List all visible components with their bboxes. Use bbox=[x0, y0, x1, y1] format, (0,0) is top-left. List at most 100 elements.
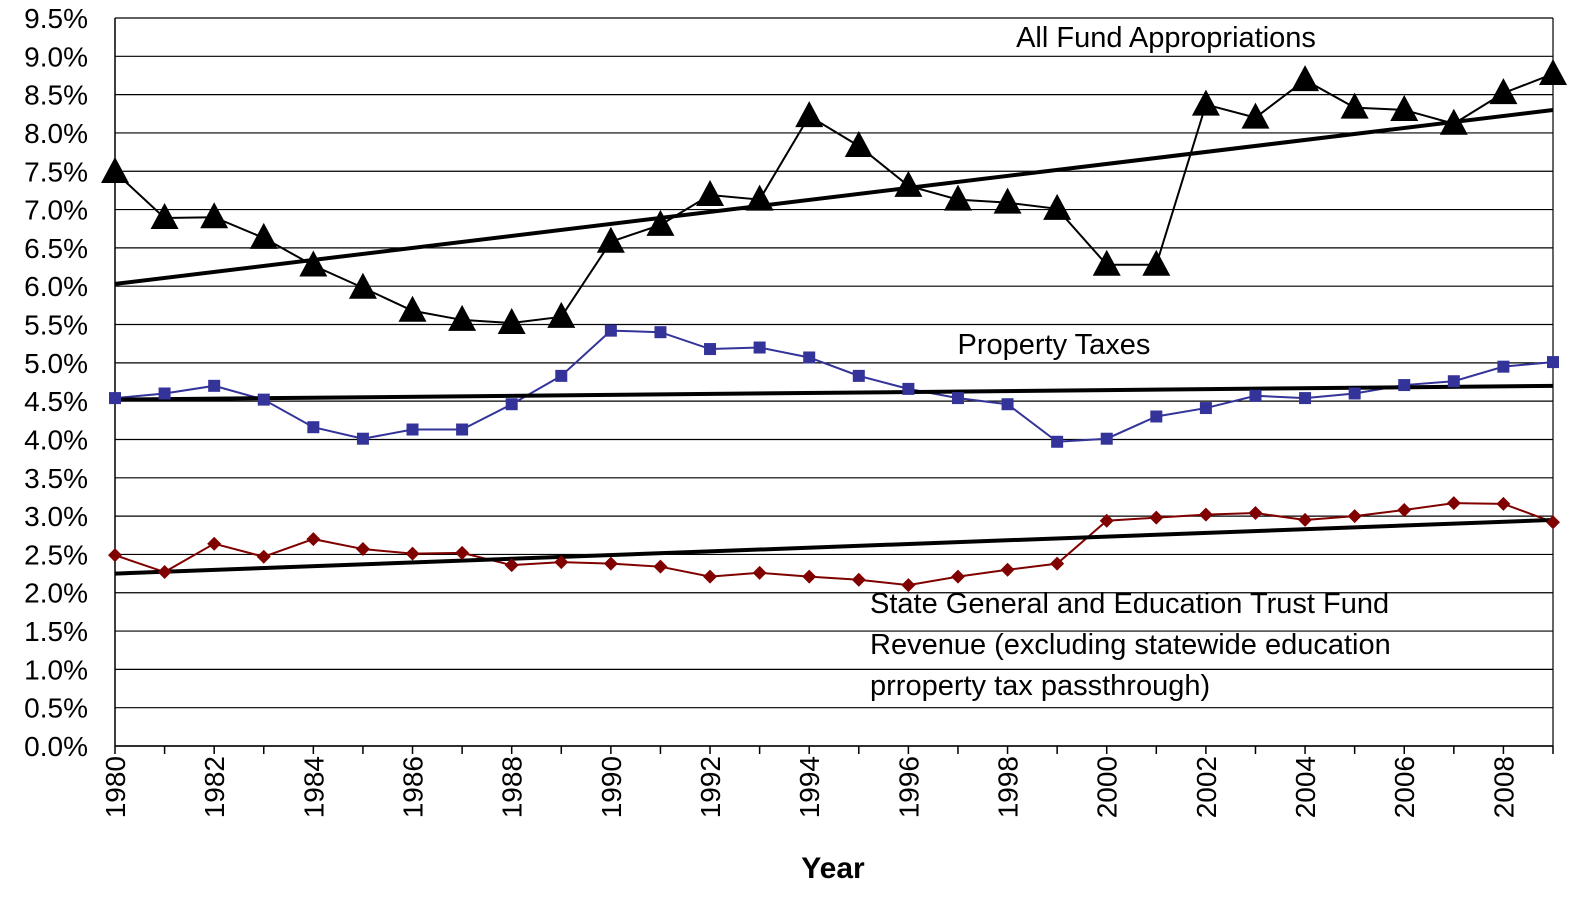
data-point bbox=[851, 572, 866, 587]
data-point bbox=[1249, 389, 1262, 402]
x-tick-label: 1994 bbox=[794, 756, 825, 818]
y-tick-label: 4.0% bbox=[24, 424, 88, 455]
data-point bbox=[704, 343, 717, 356]
trend-line bbox=[114, 517, 1554, 576]
trend-line bbox=[114, 383, 1554, 402]
data-point bbox=[455, 545, 470, 560]
data-point bbox=[497, 307, 526, 334]
data-point bbox=[1299, 392, 1312, 405]
y-tick-label: 0.5% bbox=[24, 693, 88, 724]
x-tick-label: 2006 bbox=[1389, 756, 1420, 818]
data-point bbox=[1348, 387, 1361, 400]
data-point bbox=[1547, 356, 1559, 369]
data-point bbox=[696, 180, 725, 207]
y-tick-label: 5.5% bbox=[24, 310, 88, 341]
data-point bbox=[249, 222, 278, 249]
x-tick-label: 2004 bbox=[1290, 756, 1321, 818]
data-point bbox=[348, 272, 377, 299]
data-point bbox=[1398, 379, 1411, 392]
data-point bbox=[157, 565, 172, 580]
data-point bbox=[1496, 496, 1511, 511]
y-tick-label: 7.5% bbox=[24, 156, 88, 187]
data-point bbox=[405, 546, 420, 561]
data-point bbox=[745, 184, 774, 211]
data-point bbox=[1489, 78, 1518, 105]
data-point bbox=[604, 324, 617, 337]
data-point bbox=[355, 542, 370, 557]
series-annotation-box: State General and Education Trust Fund R… bbox=[870, 588, 1391, 702]
data-point bbox=[505, 398, 518, 411]
data-point bbox=[406, 423, 419, 436]
data-point bbox=[802, 569, 817, 584]
y-tick-label: 3.0% bbox=[24, 501, 88, 532]
x-tick-label: 1998 bbox=[993, 756, 1024, 818]
y-tick-label: 7.0% bbox=[24, 195, 88, 226]
data-point bbox=[101, 157, 129, 184]
data-point bbox=[653, 559, 668, 574]
data-point bbox=[1149, 510, 1164, 525]
data-point bbox=[803, 351, 816, 364]
x-tick-label: 1996 bbox=[893, 756, 924, 818]
data-point bbox=[951, 392, 964, 405]
x-axis-title: Year bbox=[801, 852, 865, 885]
data-point bbox=[109, 392, 121, 405]
data-point bbox=[1001, 398, 1014, 411]
data-point bbox=[703, 569, 718, 584]
data-point bbox=[1099, 513, 1114, 528]
data-point bbox=[150, 203, 179, 230]
data-point bbox=[1446, 496, 1461, 511]
y-tick-label: 8.0% bbox=[24, 118, 88, 149]
data-point bbox=[1043, 193, 1072, 220]
data-point bbox=[108, 548, 122, 563]
data-point bbox=[894, 170, 923, 197]
y-tick-label: 5.0% bbox=[24, 348, 88, 379]
data-point bbox=[1000, 562, 1015, 577]
data-point bbox=[1150, 410, 1163, 423]
data-point bbox=[398, 295, 427, 322]
data-point bbox=[993, 187, 1022, 214]
data-point bbox=[158, 387, 171, 400]
y-tick-label: 3.5% bbox=[24, 463, 88, 494]
data-point bbox=[1050, 556, 1065, 571]
data-point bbox=[554, 555, 569, 570]
data-point bbox=[902, 382, 915, 395]
data-point bbox=[1439, 108, 1468, 135]
y-tick-label: 9.5% bbox=[24, 3, 88, 34]
data-point bbox=[1191, 89, 1220, 116]
data-point bbox=[456, 423, 469, 436]
data-point bbox=[654, 326, 667, 339]
data-point bbox=[1546, 515, 1560, 530]
data-point bbox=[1248, 506, 1263, 521]
series-annotation: State General and Education Trust Fund R… bbox=[870, 588, 1391, 702]
data-point bbox=[901, 578, 916, 593]
data-point bbox=[448, 304, 477, 331]
series-annotation: All Fund Appropriations bbox=[1016, 22, 1316, 54]
data-point bbox=[1142, 249, 1171, 276]
data-point bbox=[603, 556, 618, 571]
data-point bbox=[257, 393, 270, 406]
data-point bbox=[1340, 92, 1369, 119]
data-point bbox=[1241, 102, 1270, 129]
x-tick-label: 1990 bbox=[596, 756, 627, 818]
x-tick-label: 2008 bbox=[1488, 756, 1519, 818]
data-point bbox=[256, 549, 271, 564]
x-tick-label: 2000 bbox=[1092, 756, 1123, 818]
data-point bbox=[356, 432, 369, 445]
data-point bbox=[844, 130, 873, 157]
data-point bbox=[207, 536, 222, 551]
x-tick-label: 1988 bbox=[497, 756, 528, 818]
trend-line bbox=[114, 107, 1554, 286]
data-point bbox=[555, 369, 568, 382]
y-tick-label: 8.5% bbox=[24, 80, 88, 111]
data-point bbox=[200, 202, 229, 229]
series-line bbox=[114, 502, 1554, 587]
y-tick-label: 9.0% bbox=[24, 41, 88, 72]
x-tick-label: 1986 bbox=[398, 756, 429, 818]
x-tick-label: 1982 bbox=[199, 756, 230, 818]
x-tick-label: 2002 bbox=[1191, 756, 1222, 818]
data-point bbox=[1447, 375, 1460, 388]
x-tick-label: 1992 bbox=[695, 756, 726, 818]
data-point bbox=[1539, 58, 1567, 85]
data-point bbox=[1497, 360, 1510, 373]
